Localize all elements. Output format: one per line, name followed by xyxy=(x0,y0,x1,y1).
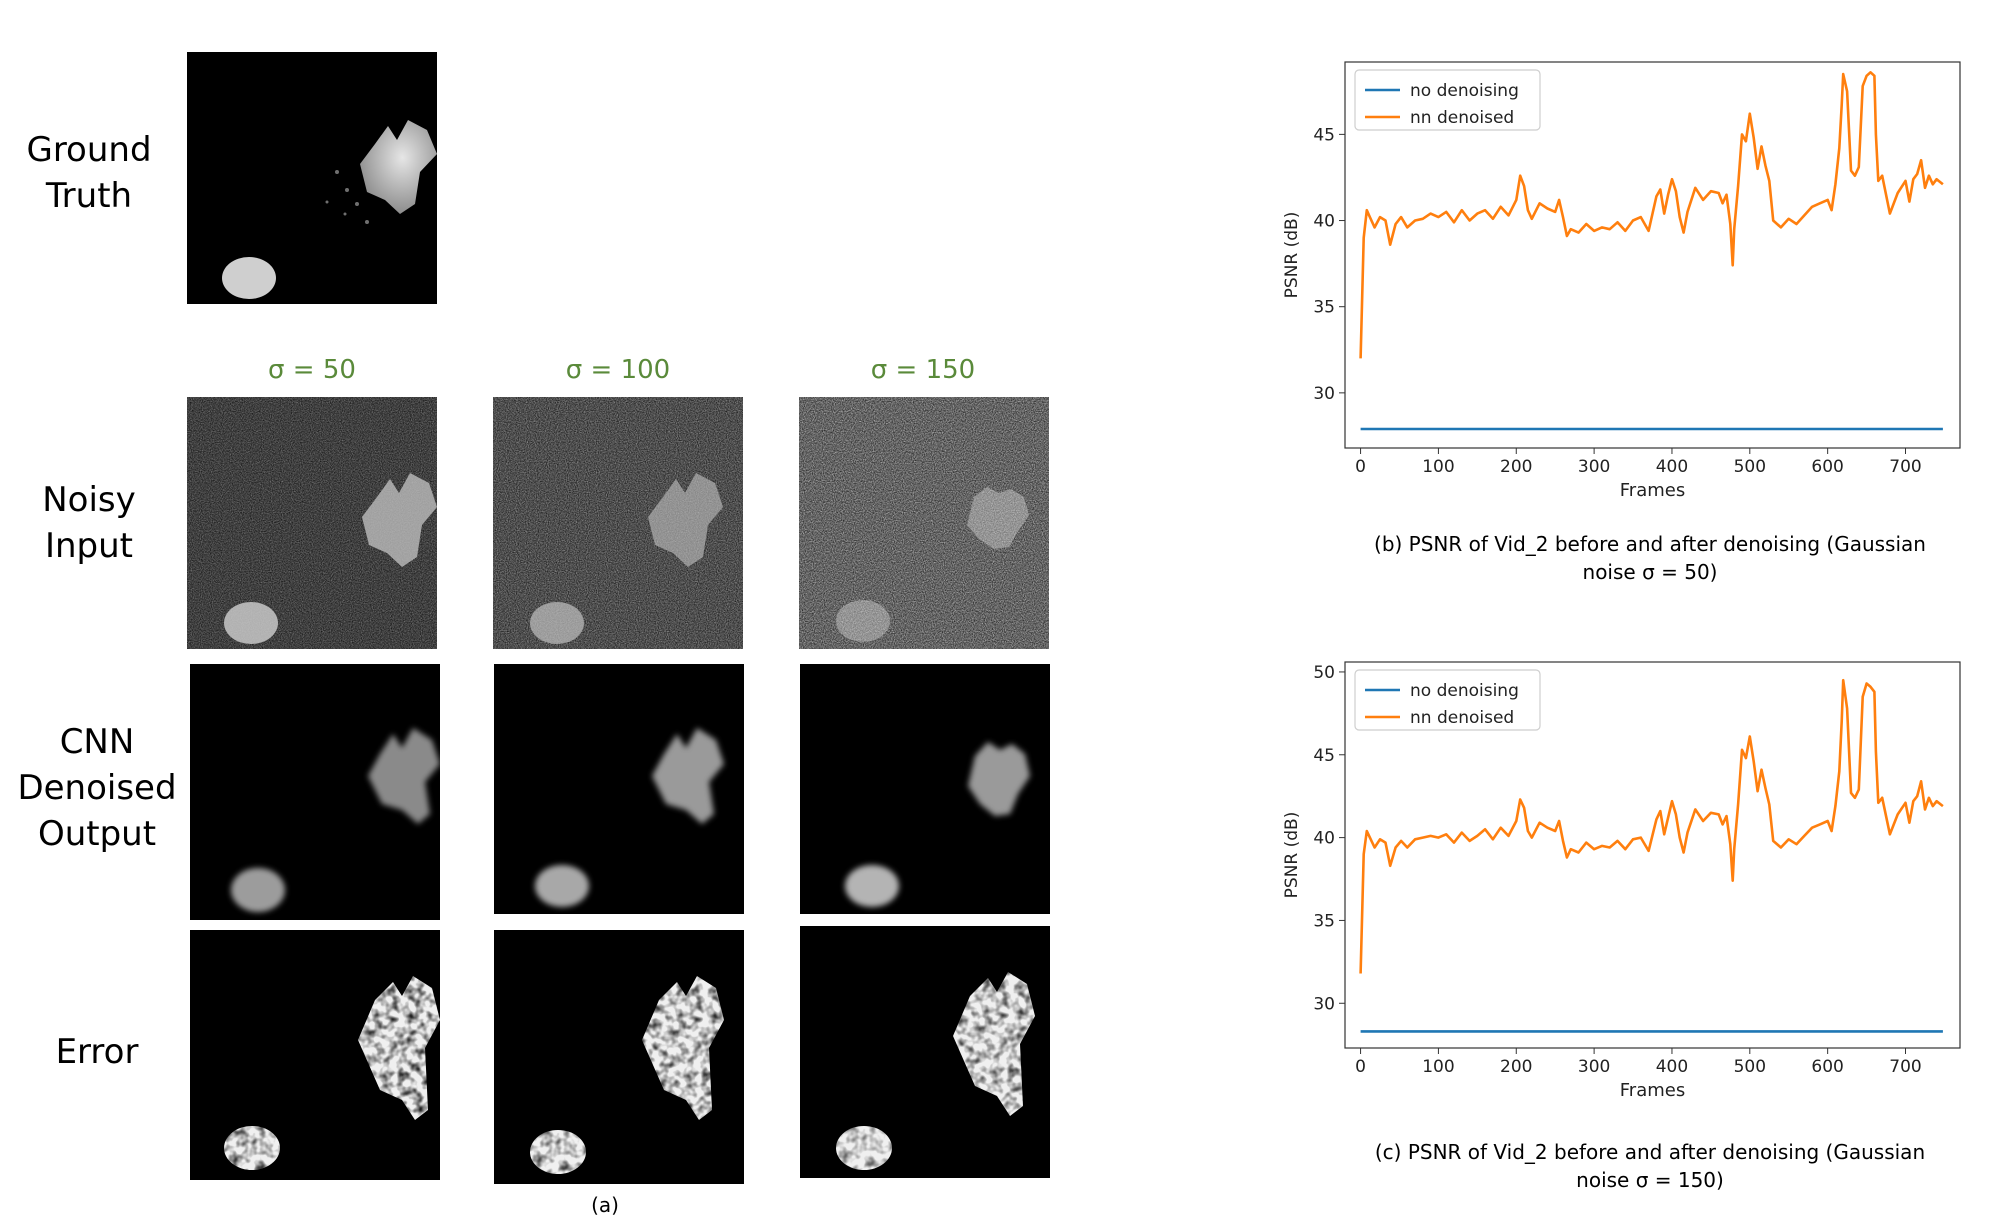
row-label-line: Output xyxy=(37,813,157,854)
noisy-input-image-sigma-100 xyxy=(493,397,743,649)
y-axis-label: PSNR (dB) xyxy=(1282,212,1302,299)
chart-b: 0 100 200 300 400 500 600 700 30 35 40 45 Frames PSNR… xyxy=(1270,48,1970,528)
error-image-sigma-150 xyxy=(800,926,1050,1178)
x-tick-label: 500 xyxy=(1734,1057,1766,1077)
chart-b-svg: 0 100 200 300 400 500 600 700 30 35 40 45 Frames PSNR… xyxy=(1282,61,1961,501)
cnn-output-image-sigma-100 xyxy=(494,664,744,914)
y-tick-label: 45 xyxy=(1313,746,1335,766)
x-tick-label: 600 xyxy=(1811,1057,1843,1077)
row-label-line: Noisy xyxy=(42,480,136,520)
row-label-cnn-output: CNN Denoised Output xyxy=(12,720,182,858)
row-label-line: Error xyxy=(55,1032,139,1072)
legend-label: nn denoised xyxy=(1410,108,1514,128)
legend-label: no denoising xyxy=(1410,681,1519,701)
sigma-label-100: σ = 100 xyxy=(565,355,671,385)
y-tick-label: 35 xyxy=(1313,298,1335,318)
x-tick-label: 400 xyxy=(1656,457,1688,477)
row-label-noisy-input: Noisy Input xyxy=(4,478,174,570)
row-label-line: Input xyxy=(44,525,134,566)
legend-label: nn denoised xyxy=(1410,708,1514,728)
chart-c-svg: 0 100 200 300 400 500 600 700 30 35 40 45 50 Frames PS… xyxy=(1282,661,1961,1101)
x-tick-label: 700 xyxy=(1889,457,1921,477)
caption-b: (b) PSNR of Vid_2 before and after denoi… xyxy=(1340,530,1960,586)
x-tick-label: 400 xyxy=(1656,1057,1688,1077)
x-tick-label: 100 xyxy=(1422,457,1454,477)
legend-label: no denoising xyxy=(1410,81,1519,101)
row-label-line: CNN xyxy=(59,722,135,762)
sigma-label-150: σ = 150 xyxy=(870,355,976,385)
caption-c-line: noise σ = 150) xyxy=(1576,1168,1724,1192)
y-tick-label: 40 xyxy=(1313,212,1335,232)
series-line-nn-denoised xyxy=(1359,678,1944,974)
row-label-line: Truth xyxy=(45,175,133,216)
x-tick-label: 600 xyxy=(1811,457,1843,477)
x-axis-label: Frames xyxy=(1620,1080,1685,1101)
cnn-output-image-sigma-50 xyxy=(190,664,440,920)
legend-box xyxy=(1354,669,1541,731)
x-axis-label: Frames xyxy=(1620,480,1685,501)
y-tick-label: 45 xyxy=(1313,125,1335,145)
x-tick-label: 0 xyxy=(1355,457,1366,477)
x-tick-label: 300 xyxy=(1578,1057,1610,1077)
x-tick-label: 100 xyxy=(1422,1057,1454,1077)
caption-c-line: (c) PSNR of Vid_2 before and after denoi… xyxy=(1374,1140,1926,1164)
error-image-sigma-50 xyxy=(190,930,440,1180)
noisy-input-image-sigma-50 xyxy=(187,397,437,649)
y-tick-label: 35 xyxy=(1313,911,1335,931)
ground-truth-image xyxy=(187,52,437,304)
y-tick-label: 40 xyxy=(1313,829,1335,849)
caption-b-line: (b) PSNR of Vid_2 before and after denoi… xyxy=(1374,532,1926,556)
x-tick-label: 700 xyxy=(1889,1057,1921,1077)
y-tick-label: 30 xyxy=(1313,994,1335,1014)
sigma-label-50: σ = 50 xyxy=(268,355,356,385)
x-tick-label: 200 xyxy=(1500,1057,1532,1077)
row-label-ground-truth: Ground Truth xyxy=(4,128,174,220)
x-tick-label: 200 xyxy=(1500,457,1532,477)
x-tick-label: 500 xyxy=(1734,457,1766,477)
row-label-line: Ground xyxy=(26,130,152,170)
caption-b-line: noise σ = 50) xyxy=(1582,560,1718,584)
cnn-output-image-sigma-150 xyxy=(800,664,1050,914)
row-label-error: Error xyxy=(12,1030,182,1076)
y-axis-label: PSNR (dB) xyxy=(1282,812,1302,899)
x-tick-label: 300 xyxy=(1578,457,1610,477)
panel-a-caption: (a) xyxy=(591,1193,619,1217)
series-line-nn-denoised xyxy=(1359,70,1944,359)
chart-c: 0 100 200 300 400 500 600 700 30 35 40 45 50 Frames PS… xyxy=(1270,648,1970,1128)
y-tick-label: 30 xyxy=(1313,384,1335,404)
y-tick-label: 50 xyxy=(1313,663,1335,683)
caption-c: (c) PSNR of Vid_2 before and after denoi… xyxy=(1340,1138,1960,1194)
x-tick-label: 0 xyxy=(1355,1057,1366,1077)
row-label-line: Denoised xyxy=(17,767,177,808)
legend-box xyxy=(1354,69,1541,131)
noisy-input-image-sigma-150 xyxy=(799,397,1049,649)
error-image-sigma-100 xyxy=(494,930,744,1184)
